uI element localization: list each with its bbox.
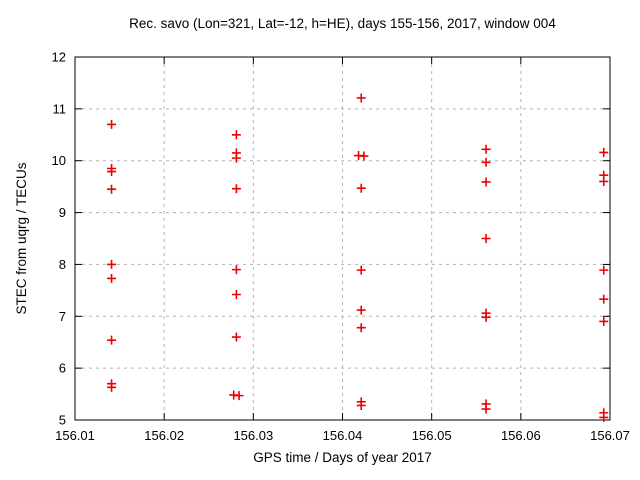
data-point-marker	[359, 151, 369, 161]
y-tick-label: 5	[59, 413, 66, 428]
data-point-marker	[231, 265, 241, 275]
data-point-marker	[107, 382, 117, 392]
data-point-marker	[356, 305, 366, 315]
x-tick-label: 156.02	[144, 428, 184, 443]
data-point-marker	[481, 144, 491, 154]
y-tick-label: 11	[53, 101, 67, 116]
data-point-marker	[231, 332, 241, 342]
data-point-marker	[356, 265, 366, 275]
y-axis-label: STEC from uqrg / TECUs	[14, 162, 29, 315]
x-tick-label: 156.05	[412, 428, 452, 443]
data-point-marker	[599, 147, 609, 157]
x-tick-label: 156.06	[501, 428, 541, 443]
data-point-marker	[481, 404, 491, 414]
y-tick-label: 6	[59, 361, 66, 376]
chart-title: Rec. savo (Lon=321, Lat=-12, h=HE), days…	[129, 16, 556, 31]
data-point-marker	[599, 412, 609, 422]
data-point-marker	[107, 273, 117, 283]
data-point-marker	[107, 119, 117, 129]
x-tick-label: 156.07	[590, 428, 630, 443]
data-point-marker	[107, 259, 117, 269]
data-point-marker	[356, 183, 366, 193]
x-axis-label: GPS time / Days of year 2017	[253, 450, 432, 465]
y-tick-label: 10	[52, 153, 66, 168]
data-point-marker	[356, 93, 366, 103]
data-point-marker	[107, 335, 117, 345]
data-point-marker	[231, 130, 241, 140]
data-point-marker	[481, 234, 491, 243]
data-point-marker	[234, 391, 244, 401]
x-tick-label: 156.01	[55, 428, 95, 443]
data-point-marker	[599, 176, 609, 186]
y-tick-label: 12	[52, 50, 66, 65]
y-tick-label: 9	[59, 205, 66, 220]
x-tick-label: 156.03	[233, 428, 273, 443]
data-point-marker	[599, 265, 609, 275]
y-tick-label: 7	[59, 309, 66, 324]
data-point-marker	[356, 400, 366, 410]
data-point-marker	[481, 177, 491, 187]
data-point-marker	[481, 312, 491, 322]
x-tick-label: 156.04	[323, 428, 363, 443]
data-point-marker	[107, 184, 117, 194]
data-point-marker	[356, 323, 366, 333]
data-point-marker	[599, 294, 609, 304]
data-point-marker	[231, 184, 241, 194]
data-point-marker	[231, 153, 241, 163]
data-point-marker	[231, 290, 241, 300]
data-point-marker	[599, 316, 609, 326]
data-point-marker	[107, 167, 117, 177]
data-point-marker	[481, 157, 491, 167]
y-tick-label: 8	[59, 257, 66, 272]
